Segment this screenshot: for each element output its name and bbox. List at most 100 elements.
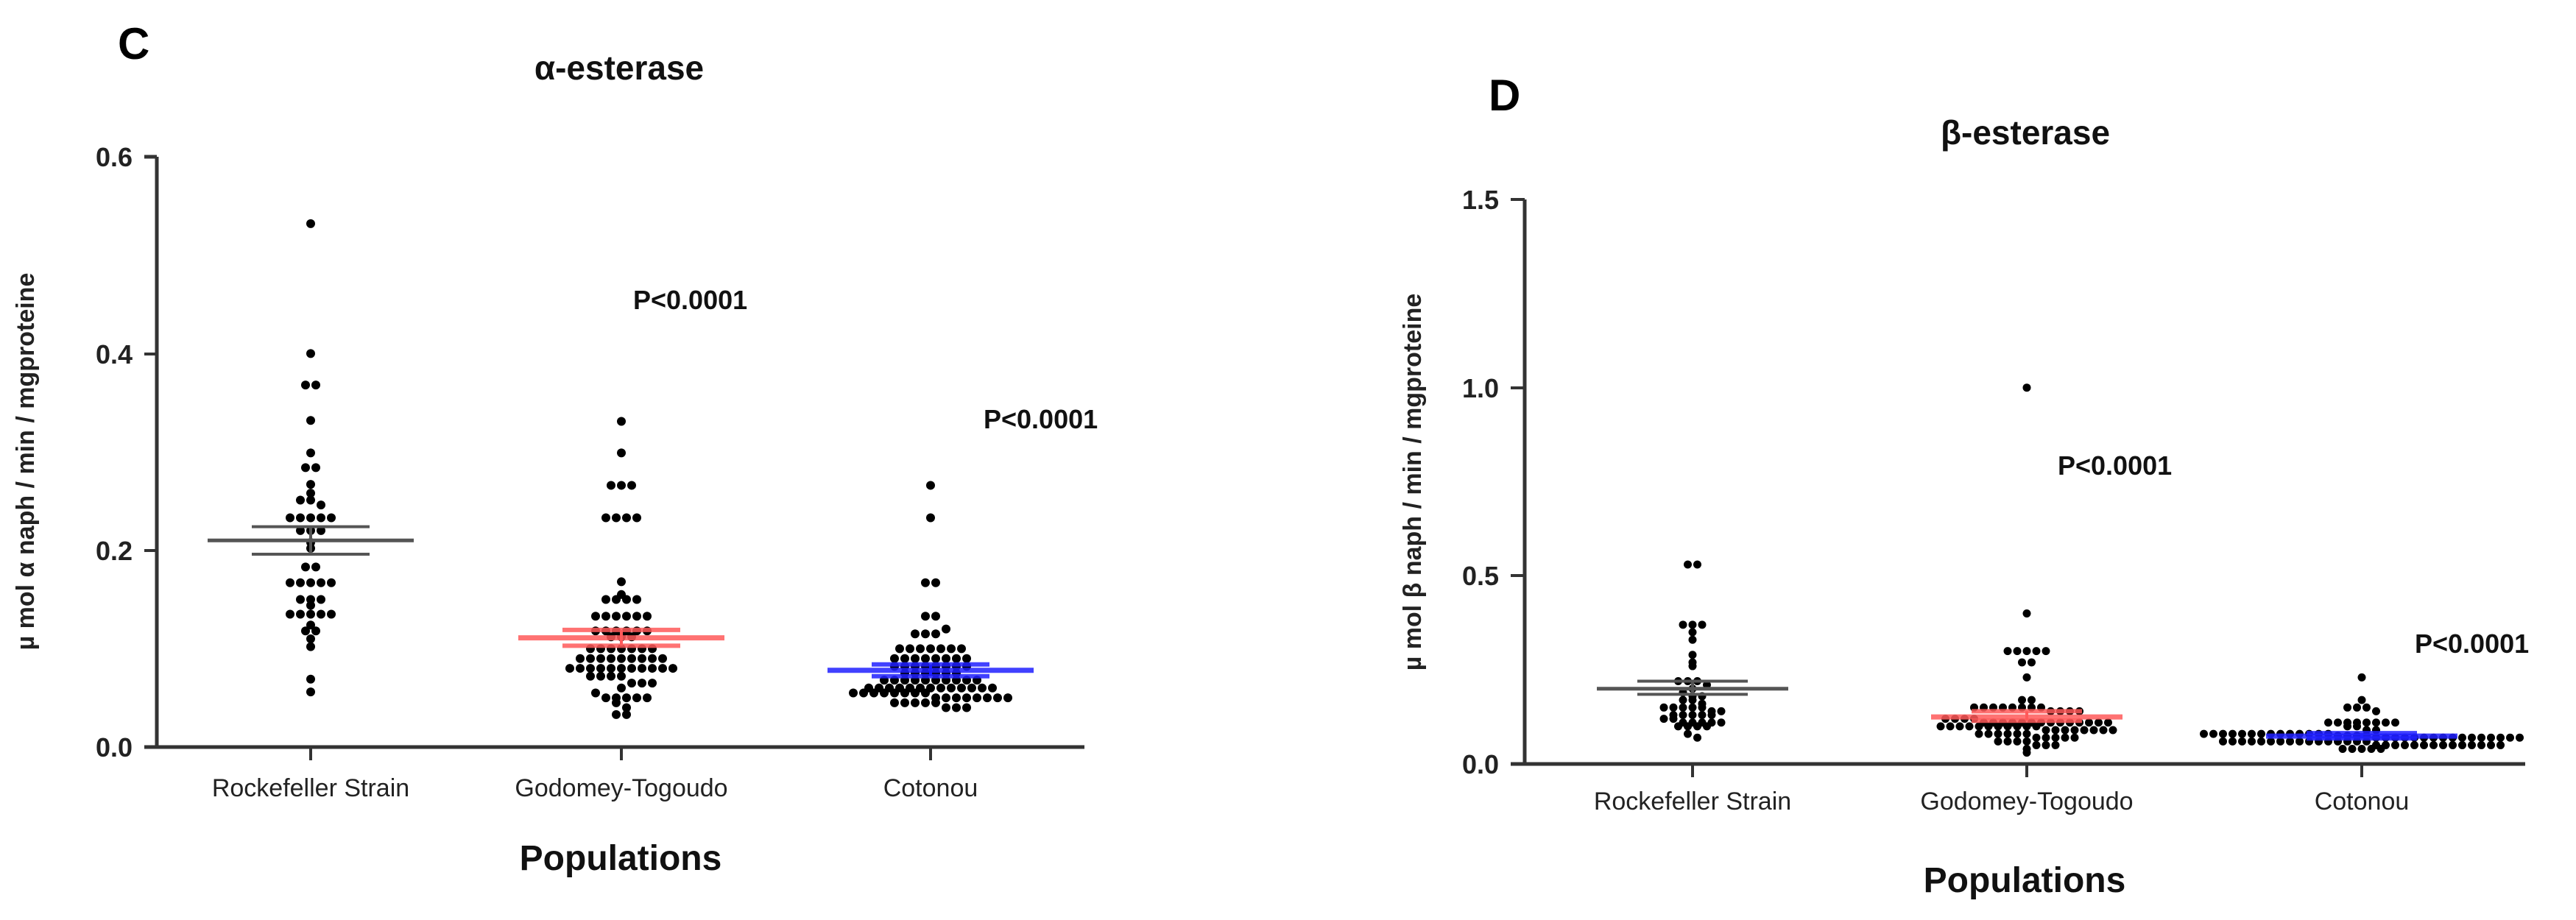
data-point: [627, 481, 636, 490]
data-point: [962, 654, 971, 663]
data-point: [1659, 703, 1668, 712]
data-point: [632, 612, 641, 621]
data-point: [1688, 711, 1697, 720]
data-point: [967, 683, 976, 693]
data-point: [306, 620, 315, 630]
data-point: [612, 710, 621, 719]
data-point: [327, 578, 336, 587]
data-point: [2458, 733, 2466, 742]
data-point: [296, 609, 305, 619]
data-point: [306, 219, 315, 228]
data-point: [612, 513, 621, 523]
data-point: [1659, 715, 1668, 723]
data-point: [859, 688, 868, 698]
data-point: [2022, 722, 2031, 731]
data-point: [301, 626, 310, 636]
data-point: [2018, 696, 2026, 704]
data-point: [2248, 737, 2256, 746]
data-point: [2022, 729, 2031, 738]
data-point: [1693, 560, 1701, 569]
data-point: [2410, 740, 2418, 749]
data-point: [911, 698, 920, 707]
data-point: [2042, 733, 2050, 742]
data-point: [962, 693, 971, 703]
data-point: [2348, 745, 2357, 754]
data-point: [2367, 745, 2376, 754]
data-point: [2085, 718, 2093, 727]
data-point: [952, 693, 961, 703]
data-point: [2070, 733, 2079, 742]
data-point: [931, 698, 940, 707]
data-point: [617, 654, 626, 663]
data-point: [591, 688, 600, 698]
y-tick-label: 0.2: [96, 536, 133, 566]
data-point: [2238, 737, 2246, 746]
data-point: [2276, 737, 2284, 746]
data-point: [942, 693, 950, 703]
panel-letter-c: C: [118, 19, 149, 68]
data-point: [2229, 737, 2237, 746]
data-point: [947, 683, 956, 693]
data-point: [317, 595, 325, 604]
data-point: [957, 644, 966, 654]
data-point: [849, 688, 858, 698]
data-point: [311, 562, 320, 572]
x-axis-label-c: Populations: [520, 839, 722, 878]
data-point: [2372, 718, 2380, 727]
data-point: [2061, 733, 2069, 742]
data-point: [2362, 703, 2371, 712]
data-point: [648, 664, 657, 673]
data-point: [2070, 726, 2079, 735]
data-point: [2042, 647, 2050, 656]
data-point: [2343, 722, 2351, 731]
data-point: [601, 513, 610, 523]
data-point: [317, 578, 325, 587]
data-point: [1965, 722, 1974, 731]
data-point: [2338, 745, 2347, 754]
data-point: [2013, 722, 2022, 731]
data-point: [2468, 733, 2476, 742]
data-point: [988, 683, 997, 693]
data-point: [306, 489, 315, 498]
data-point: [607, 481, 615, 490]
data-point: [906, 644, 914, 654]
data-point: [942, 624, 950, 634]
data-point: [2013, 647, 2022, 656]
data-point: [936, 683, 945, 693]
p-value-annotation: P<0.0001: [2415, 629, 2529, 659]
data-point: [926, 513, 935, 523]
data-point: [2003, 737, 2012, 746]
data-point: [1688, 635, 1697, 644]
data-point: [311, 626, 320, 636]
data-point: [327, 609, 336, 619]
data-point: [1703, 722, 1711, 731]
data-point: [565, 664, 574, 673]
data-point: [911, 654, 920, 663]
data-point: [658, 654, 667, 663]
data-point: [2042, 726, 2050, 735]
data-point: [2391, 718, 2399, 727]
chart-title-beta: β-esterase: [1941, 113, 2110, 152]
data-point: [317, 526, 325, 535]
data-point: [617, 671, 626, 681]
data-point: [2003, 729, 2012, 738]
data-point: [306, 674, 315, 684]
data-point: [1693, 733, 1701, 742]
data-point: [2238, 729, 2246, 738]
data-point: [921, 654, 930, 663]
data-point: [596, 654, 605, 663]
p-value-annotation: P<0.0001: [984, 404, 1098, 434]
data-point: [306, 495, 315, 505]
data-point: [942, 703, 950, 712]
data-point: [286, 578, 294, 587]
data-point: [607, 654, 615, 663]
data-point: [638, 654, 646, 663]
p-value-annotation: P<0.0001: [2058, 450, 2172, 481]
data-point: [2391, 740, 2399, 749]
data-point: [306, 416, 315, 425]
y-tick-label: 0.6: [96, 142, 133, 172]
x-axis-c: Rockefeller Strain Godomey-Togoudo Coton…: [144, 745, 1084, 878]
data-point: [1679, 711, 1687, 720]
data-point: [890, 654, 899, 663]
x-category-label: Cotonou: [883, 774, 978, 802]
